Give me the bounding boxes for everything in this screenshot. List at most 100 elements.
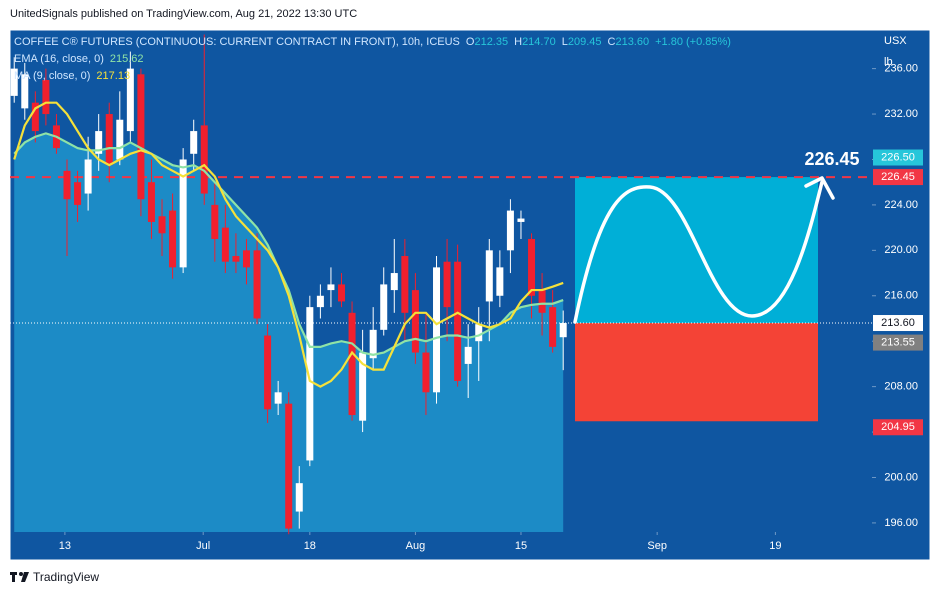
- legend-text: +1.80 (+0.85%): [655, 36, 731, 48]
- y-tick-label: 216.00: [884, 290, 918, 302]
- x-tick-label: 15: [515, 540, 527, 552]
- legend-text: L: [562, 36, 568, 48]
- projection-arrow: [804, 176, 835, 200]
- x-tick-label: 13: [59, 540, 71, 552]
- candle-body: [285, 403, 293, 529]
- price-tag-label: 213.55: [881, 336, 915, 348]
- legend-text: 215.62: [110, 53, 144, 65]
- x-tick-label: Jul: [196, 540, 210, 552]
- legend-text: 213.60: [615, 36, 649, 48]
- candle-body: [147, 182, 155, 222]
- candle-body: [337, 284, 345, 302]
- target-zone: [575, 177, 818, 324]
- candle-body: [485, 250, 493, 302]
- candle-body: [105, 114, 113, 166]
- price-tag: [873, 419, 923, 436]
- candle-body: [464, 346, 472, 364]
- legend-text: 212.35: [474, 36, 508, 48]
- candle-body: [137, 74, 145, 200]
- candle-body: [190, 131, 198, 154]
- stop-zone: [575, 323, 818, 422]
- x-tick-label: Aug: [406, 540, 426, 552]
- price-tag-label: 204.95: [881, 421, 915, 433]
- candle-body: [242, 250, 250, 268]
- legend-text: MA (9, close, 0): [14, 70, 90, 82]
- y-tick-label: 208.00: [884, 381, 918, 393]
- indicator-line: [13, 101, 564, 388]
- candle-body: [158, 216, 166, 234]
- candle-body: [179, 159, 187, 268]
- attribution: UnitedSignals published on TradingView.c…: [10, 8, 357, 20]
- candle-body: [348, 312, 356, 416]
- legend-title: COFFEE C® FUTURES (CONTINUOUS: CURRENT C…: [14, 36, 731, 48]
- y-tick-label: 236.00: [884, 63, 918, 75]
- legend-text: O: [466, 36, 475, 48]
- legend-entry: EMA (16, close, 0) 215.62: [14, 53, 144, 65]
- legend-text: 214.70: [522, 36, 556, 48]
- candle-body: [401, 256, 409, 313]
- candle-body: [496, 267, 504, 296]
- candle-body: [475, 324, 483, 342]
- legend-text: 217.13: [96, 70, 130, 82]
- legend-text: H: [514, 36, 522, 48]
- candle-body: [549, 307, 557, 347]
- candle-body: [433, 267, 441, 393]
- y-tick-label: 232.00: [884, 108, 918, 120]
- candle-body: [169, 210, 177, 268]
- candle-body: [411, 290, 419, 353]
- candle-body: [454, 261, 462, 381]
- candle-body: [359, 352, 367, 421]
- price-tag-label: 226.45: [881, 171, 915, 183]
- currency: USX: [884, 35, 907, 47]
- candle-body: [316, 295, 324, 308]
- candle-body: [63, 170, 71, 200]
- y-tick-label: 200.00: [884, 471, 918, 483]
- candle-body: [264, 335, 272, 410]
- target-annotation: 226.45: [804, 149, 859, 169]
- candle-body: [390, 273, 398, 291]
- y-tick-label: 224.00: [884, 199, 918, 211]
- candle-body: [295, 483, 303, 512]
- candle-body: [369, 329, 377, 359]
- brand: TradingView: [33, 570, 99, 584]
- candle-body: [306, 307, 314, 461]
- candle-body: [506, 210, 514, 251]
- candle-body: [200, 125, 208, 194]
- candle-body: [253, 250, 261, 319]
- candle-body: [538, 290, 546, 313]
- price-tag: [873, 169, 923, 186]
- candle-body: [274, 392, 282, 404]
- unit: lb: [884, 56, 893, 68]
- candle-body: [10, 68, 18, 96]
- projection-curve: [573, 180, 824, 324]
- y-tick-label: 196.00: [884, 517, 918, 529]
- candle-body: [84, 159, 92, 194]
- candle-body: [443, 261, 451, 308]
- candle-body: [380, 284, 388, 330]
- y-tick-label: 220.00: [884, 244, 918, 256]
- candle-body: [74, 182, 82, 205]
- legend-text: 209.45: [568, 36, 602, 48]
- candle-body: [221, 227, 229, 262]
- price-tag: [873, 149, 923, 166]
- legend-entry: MA (9, close, 0) 217.13: [14, 70, 130, 82]
- candle-body: [559, 323, 567, 338]
- price-tag: [873, 334, 923, 351]
- candle-body: [126, 68, 134, 132]
- candle-body: [327, 284, 335, 291]
- legend-text: C: [608, 36, 616, 48]
- x-tick-label: 19: [769, 540, 781, 552]
- candle-body: [517, 218, 525, 222]
- candle-body: [232, 256, 240, 262]
- candle-body: [31, 102, 39, 132]
- price-tag-label: 226.50: [881, 151, 915, 163]
- legend-text: EMA (16, close, 0): [14, 53, 104, 65]
- candle-body: [116, 119, 124, 160]
- x-tick-label: 18: [304, 540, 316, 552]
- candle-body: [528, 238, 536, 296]
- candle-body: [42, 79, 50, 115]
- x-tick-label: Sep: [647, 540, 667, 552]
- indicator-line: [13, 132, 564, 356]
- candle-body: [21, 74, 29, 109]
